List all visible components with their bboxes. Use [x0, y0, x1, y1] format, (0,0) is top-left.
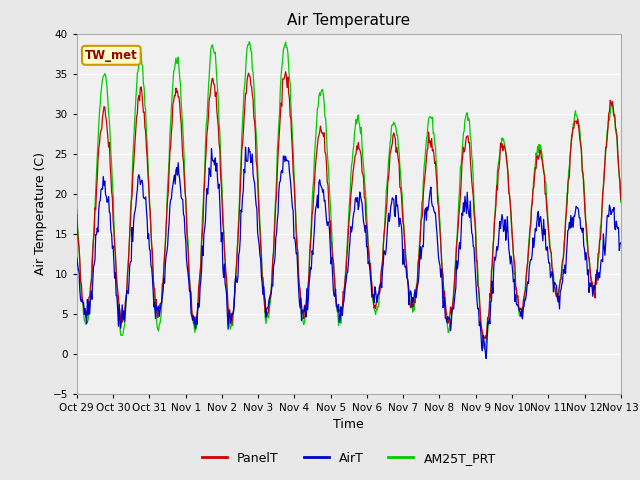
X-axis label: Time: Time	[333, 418, 364, 431]
PanelT	[483, 336, 490, 342]
Legend: PanelT, AirT, AM25T_PRT: PanelT, AirT, AM25T_PRT	[197, 447, 500, 469]
PanelT	[282, 69, 289, 75]
AirT	[416, 259, 424, 265]
AirT	[139, 180, 147, 186]
AM25T_PRT	[73, 206, 81, 212]
AM25T_PRT	[416, 240, 424, 246]
PanelT	[223, 276, 230, 282]
Line: AirT: AirT	[77, 147, 621, 359]
AM25T_PRT	[139, 63, 147, 69]
AirT	[431, 210, 439, 216]
AM25T_PRT	[431, 144, 439, 149]
PanelT	[194, 303, 202, 309]
AM25T_PRT	[194, 305, 202, 311]
AM25T_PRT	[83, 320, 90, 326]
Y-axis label: Air Temperature (C): Air Temperature (C)	[34, 152, 47, 275]
AirT	[194, 300, 202, 306]
PanelT	[73, 212, 81, 217]
Line: PanelT: PanelT	[77, 72, 621, 339]
PanelT	[431, 159, 439, 165]
AirT	[83, 321, 90, 326]
AirT	[73, 254, 81, 260]
AM25T_PRT	[617, 200, 625, 205]
AM25T_PRT	[481, 347, 488, 352]
Text: TW_met: TW_met	[85, 49, 138, 62]
PanelT	[83, 312, 90, 317]
AirT	[223, 292, 230, 298]
PanelT	[617, 197, 625, 203]
AirT	[617, 240, 625, 246]
AM25T_PRT	[223, 289, 230, 295]
Line: AM25T_PRT: AM25T_PRT	[77, 42, 621, 349]
AirT	[483, 356, 490, 361]
PanelT	[139, 99, 147, 105]
Title: Air Temperature: Air Temperature	[287, 13, 410, 28]
AM25T_PRT	[246, 39, 253, 45]
AirT	[242, 144, 250, 150]
PanelT	[416, 246, 424, 252]
